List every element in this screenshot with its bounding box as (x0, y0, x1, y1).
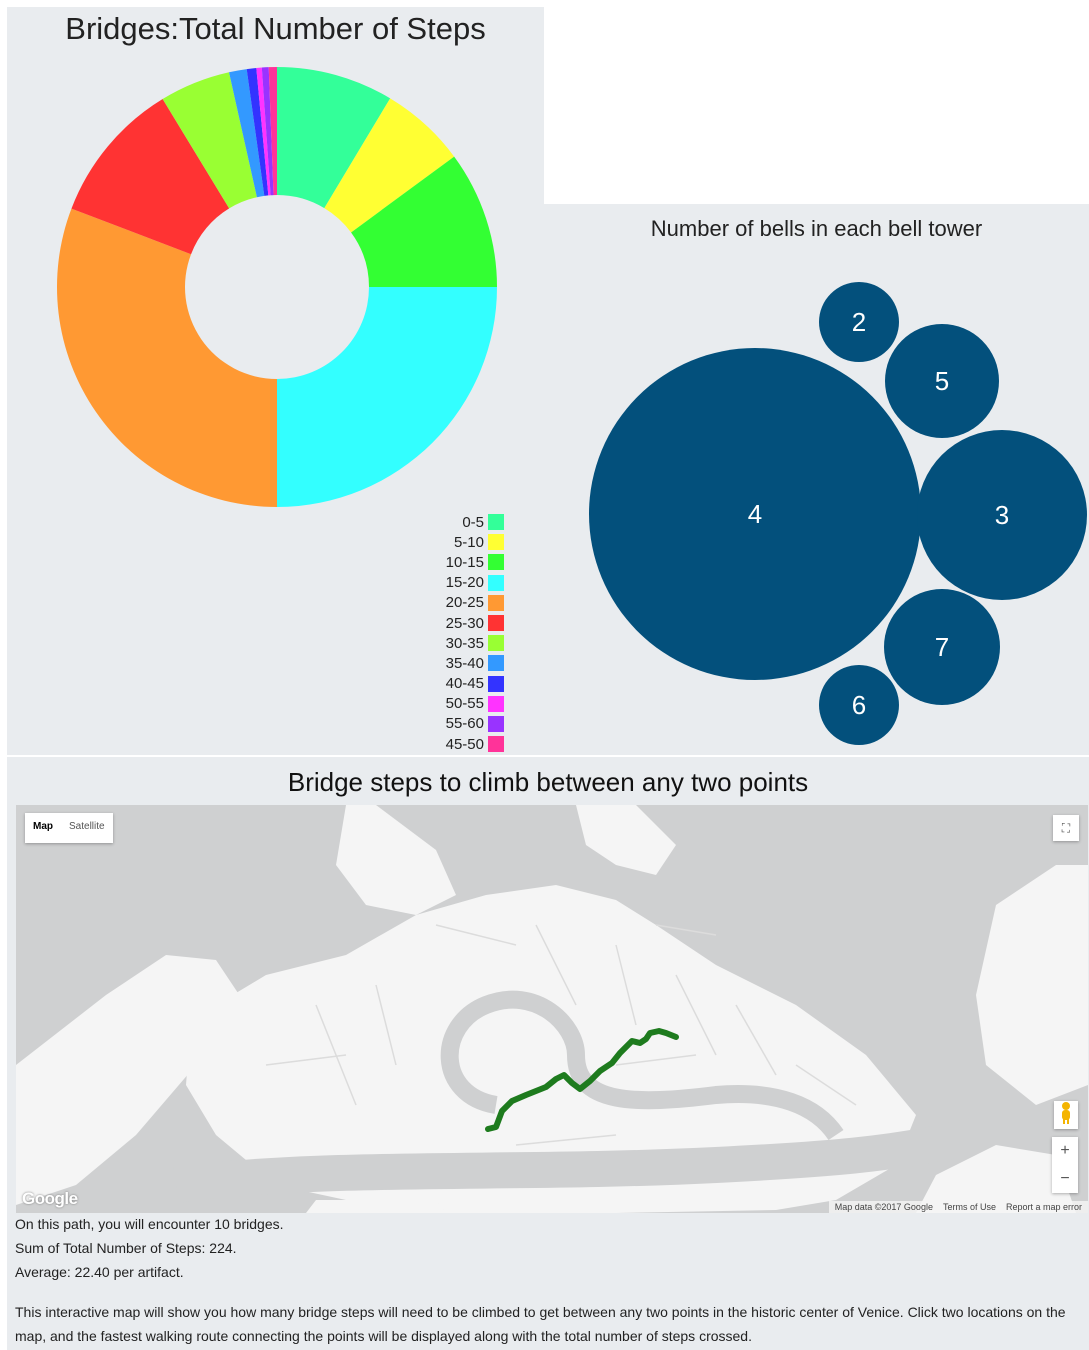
map-attribution: Map data ©2017 Google Terms of Use Repor… (828, 1201, 1088, 1213)
legend-label: 15-20 (445, 574, 484, 592)
pegman-icon[interactable] (1054, 1101, 1078, 1129)
legend-item: 30-35 (422, 633, 504, 653)
legend-label: 50-55 (445, 695, 484, 713)
donut-slice-20-25[interactable] (57, 208, 277, 507)
land-south (306, 1200, 446, 1213)
legend-label: 40-45 (445, 675, 484, 693)
donut-slice-25-30[interactable] (71, 99, 230, 255)
bubble-chart-title: Number of bells in each bell tower (650, 216, 983, 241)
land-north-island (576, 805, 676, 875)
legend-swatch (488, 574, 504, 591)
bubble-chart-panel: Number of bells in each bell tower 4 2 5 3 7… (544, 204, 1089, 755)
donut-slice-10-15[interactable] (351, 156, 497, 287)
legend-swatch (488, 695, 504, 712)
fullscreen-icon[interactable]: ⛶ (1053, 815, 1079, 841)
legend-swatch (488, 635, 504, 652)
bubble-6[interactable] (819, 665, 899, 745)
map-type-control: Map Satellite (25, 813, 113, 843)
donut-slice-15-20[interactable] (277, 287, 497, 507)
zoom-in-button[interactable]: + (1060, 1142, 1070, 1159)
donut-slice-55-60[interactable] (261, 67, 274, 196)
giudecca-canal (173, 1117, 981, 1203)
map-data-credit: Map data ©2017 Google (834, 1202, 933, 1212)
legend-item: 25-30 (422, 613, 504, 633)
google-logo: Google (22, 1189, 78, 1208)
legend-swatch (488, 554, 504, 571)
bubble-label: 7 (935, 632, 949, 662)
bubble-3[interactable] (917, 430, 1087, 600)
legend-item: 5-10 (422, 532, 504, 552)
grand-canal (440, 990, 844, 1141)
legend-item: 50-55 (422, 694, 504, 714)
bubble-label: 6 (852, 690, 866, 720)
legend-label: 25-30 (445, 614, 484, 632)
donut-slice-0-5[interactable] (277, 67, 391, 209)
legend-swatch (488, 615, 504, 632)
terms-of-use-link[interactable]: Terms of Use (942, 1202, 996, 1212)
legend-label: 30-35 (445, 634, 484, 652)
donut-chart-title: Bridges:Total Number of Steps (65, 11, 486, 46)
land-north (336, 805, 456, 915)
map-title: Bridge steps to climb between any two po… (287, 767, 809, 797)
donut-legend: 0-5 5-10 10-15 15-20 20-25 25-30 30-35 35-40 40-… (422, 512, 504, 754)
legend-swatch (488, 594, 504, 611)
legend-item: 15-20 (422, 573, 504, 593)
bubble-5[interactable] (885, 324, 999, 438)
bubble-7[interactable] (884, 589, 1000, 705)
bubble-label: 2 (852, 307, 866, 337)
steps-sum-text: Sum of Total Number of Steps: 224. (15, 1240, 237, 1256)
bubble-4[interactable] (589, 348, 921, 680)
legend-item: 20-25 (422, 593, 504, 613)
legend-label: 0-5 (462, 513, 484, 531)
map-type-satellite-button[interactable]: Satellite (69, 821, 105, 832)
donut-chart-panel: Bridges:Total Number of Steps 0-5 5-10 10-… (7, 7, 544, 755)
bubble-label: 4 (748, 499, 762, 529)
legend-swatch (488, 655, 504, 672)
map-panel: Bridge steps to climb between any two po… (7, 757, 1089, 1350)
legend-label: 20-25 (445, 594, 484, 612)
walking-route (485, 1028, 679, 1132)
bubble-label: 5 (935, 366, 949, 396)
legend-item: 0-5 (422, 512, 504, 532)
donut-slice-5-10[interactable] (324, 98, 455, 233)
donut-chart (57, 67, 497, 507)
legend-label: 35-40 (445, 654, 484, 672)
bubble-chart: 4 2 5 3 7 6 (589, 282, 1087, 745)
bubble-2[interactable] (819, 282, 899, 362)
donut-slice-50-55[interactable] (256, 67, 271, 196)
legend-item: 55-60 (422, 714, 504, 734)
donut-slice-40-45[interactable] (246, 67, 269, 196)
zoom-control: + − (1052, 1137, 1078, 1193)
legend-label: 10-15 (445, 553, 484, 571)
legend-item: 40-45 (422, 674, 504, 694)
land-main (186, 885, 916, 1213)
land-east (976, 865, 1088, 1105)
bridges-count-text: On this path, you will encounter 10 brid… (15, 1216, 284, 1232)
land-west-docks (16, 955, 246, 1205)
venice-map[interactable]: Map Satellite ⛶ + − Google Map data ©201… (16, 805, 1088, 1213)
legend-swatch (488, 534, 504, 551)
legend-swatch (488, 715, 504, 732)
legend-label: 45-50 (445, 735, 484, 753)
legend-label: 55-60 (445, 715, 484, 733)
legend-item: 45-50 (422, 734, 504, 754)
legend-swatch (488, 675, 504, 692)
donut-slice-35-40[interactable] (229, 69, 265, 198)
zoom-out-button[interactable]: − (1060, 1170, 1070, 1187)
steps-average-text: Average: 22.40 per artifact. (15, 1264, 184, 1280)
land-southeast (916, 1145, 1076, 1213)
map-description-text: This interactive map will show you how m… (15, 1304, 1066, 1344)
legend-item: 10-15 (422, 552, 504, 572)
legend-swatch (488, 736, 504, 753)
donut-slice-30-35[interactable] (162, 72, 257, 209)
donut-slice-45-50[interactable] (268, 67, 277, 196)
map-canvas[interactable] (16, 805, 1088, 1213)
report-map-error-link[interactable]: Report a map error (1005, 1202, 1082, 1212)
legend-item: 35-40 (422, 653, 504, 673)
legend-swatch (488, 514, 504, 531)
bubble-label: 3 (995, 500, 1009, 530)
legend-label: 5-10 (453, 533, 484, 551)
minor-canals (265, 924, 857, 1146)
map-type-map-button[interactable]: Map (33, 821, 53, 832)
